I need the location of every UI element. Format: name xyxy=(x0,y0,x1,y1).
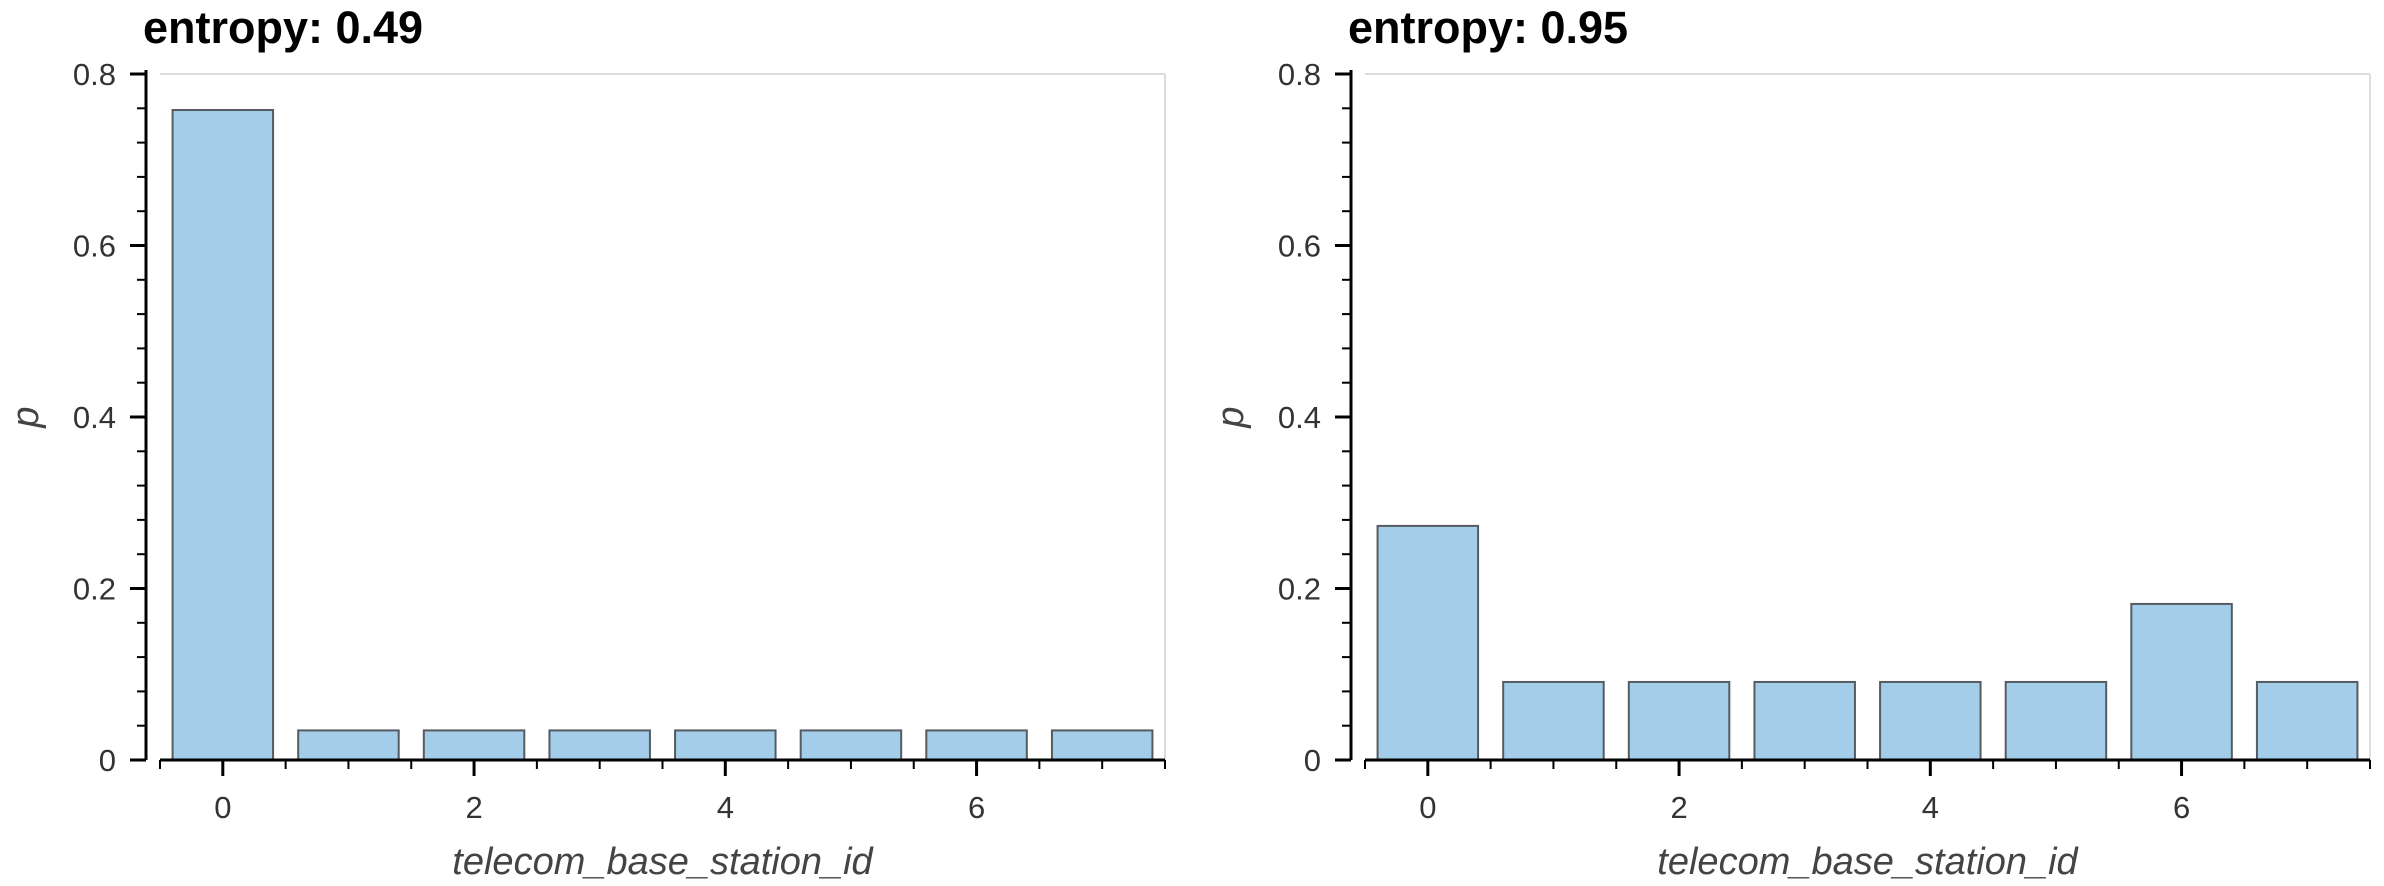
bar xyxy=(925,729,1028,762)
bar xyxy=(548,729,651,762)
bar xyxy=(1050,729,1154,762)
y-tick-label: 0.4 xyxy=(73,400,116,435)
x-tick-label: 2 xyxy=(465,790,482,825)
y-tick-label: 0.2 xyxy=(1278,572,1321,607)
bar xyxy=(799,729,903,762)
x-tick-label: 2 xyxy=(1670,790,1687,825)
bar xyxy=(297,729,400,762)
bar xyxy=(2130,602,2233,761)
y-tick-label: 0.6 xyxy=(1278,229,1321,264)
bar xyxy=(1502,680,1605,762)
y-tick-label: 0.6 xyxy=(73,229,116,264)
bar xyxy=(1753,680,1856,762)
bar-chart-left: 0 0.2 0.4 0.6 0.8 0 2 4 6 telecom_base_station_id… xyxy=(5,57,1166,883)
y-tick-label: 0.8 xyxy=(1278,57,1321,92)
y-tick-label: 0.2 xyxy=(73,572,116,607)
x-tick-label: 6 xyxy=(968,790,985,825)
y-axis-label: p xyxy=(1210,406,1252,428)
bar xyxy=(1879,680,1982,762)
x-axis-label: telecom_base_station_id xyxy=(452,841,874,883)
bar xyxy=(171,109,275,761)
x-tick-label: 0 xyxy=(214,790,231,825)
y-tick-label: 0.4 xyxy=(1278,400,1321,435)
bar xyxy=(1376,524,1480,762)
y-tick-label: 0 xyxy=(99,743,116,778)
x-tick-label: 4 xyxy=(717,790,734,825)
y-axis-label: p xyxy=(5,406,47,428)
bar-chart-right: 0 0.2 0.4 0.6 0.8 0 2 4 6 telecom_base_station_id… xyxy=(1210,57,2371,883)
y-tick-label: 0 xyxy=(1304,743,1321,778)
chart-title: entropy: 0.95 xyxy=(1348,2,1629,53)
y-tick-label: 0.8 xyxy=(73,57,116,92)
chart-title: entropy: 0.49 xyxy=(143,2,424,53)
bar xyxy=(422,729,526,762)
x-tick-label: 4 xyxy=(1922,790,1939,825)
chart-panel-right: entropy: 0.95 0 0.2 0.4 0.6 0.8 0 2 4 6 telecom_b… xyxy=(1205,0,2384,886)
bar xyxy=(674,729,777,762)
bar xyxy=(1627,680,1731,762)
x-tick-label: 6 xyxy=(2173,790,2190,825)
x-axis-label: telecom_base_station_id xyxy=(1657,841,2079,883)
x-tick-label: 0 xyxy=(1419,790,1436,825)
chart-panel-left: entropy: 0.49 0 0.2 0.4 0.6 0.8 0 2 4 6 telecom_b… xyxy=(5,2,1166,883)
bar xyxy=(2004,680,2108,762)
bar xyxy=(2255,680,2359,762)
